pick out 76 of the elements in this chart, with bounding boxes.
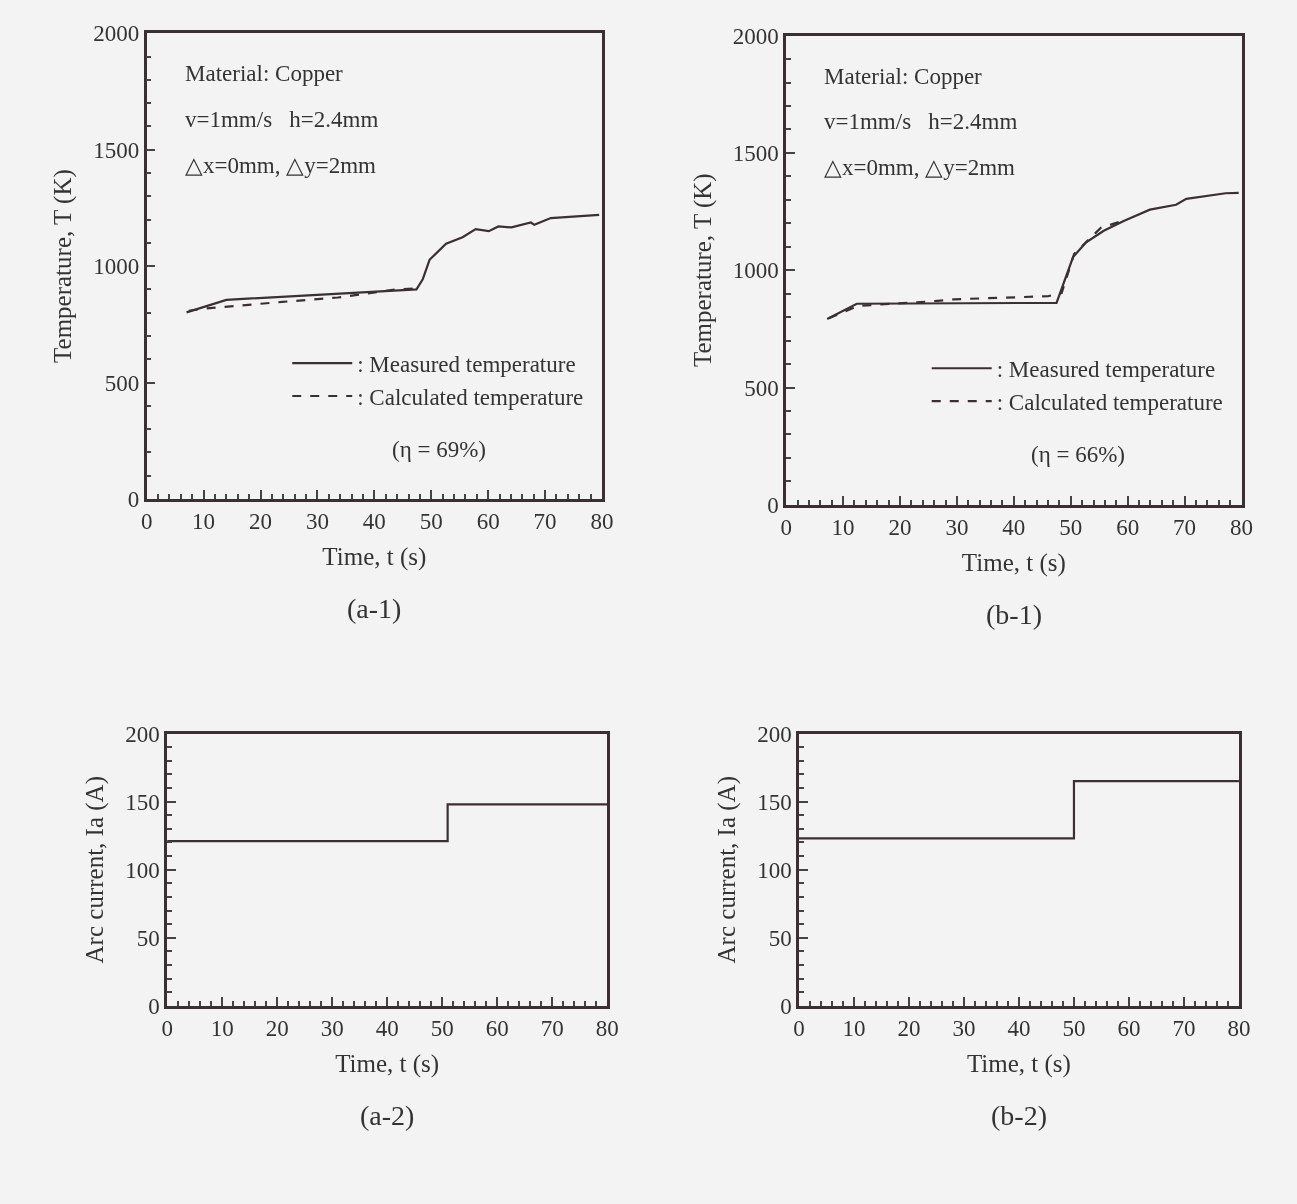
x-axis-title: Time, t (s) — [966, 1050, 1071, 1079]
x-tick-label: 20 — [265, 1016, 289, 1042]
annotation: Material: Copper — [185, 61, 344, 86]
annotation: Material: Copper — [824, 64, 983, 89]
x-tick-label: 70 — [533, 509, 557, 535]
y-tick-label: 1500 — [732, 140, 779, 166]
x-tick-label: 50 — [1062, 1016, 1086, 1042]
x-tick-label: 40 — [375, 1016, 399, 1042]
x-tick-label: 80 — [590, 509, 614, 535]
y-tick-label: 0 — [148, 993, 160, 1019]
y-tick-label: 0 — [780, 993, 792, 1019]
annotation: v=1mm/s h=2.4mm — [185, 107, 379, 132]
y-tick-label: 2000 — [732, 23, 779, 49]
y-tick-label: 100 — [125, 857, 160, 883]
y-tick-label: 100 — [757, 857, 792, 883]
annotation: v=1mm/s h=2.4mm — [824, 109, 1018, 134]
x-tick-label: 10 — [192, 509, 216, 535]
x-tick-label: 30 — [952, 1016, 976, 1042]
x-tick-label: 60 — [1117, 1016, 1141, 1042]
y-tick-label: 200 — [125, 721, 160, 747]
y-tick-label: 1000 — [93, 254, 140, 280]
annotation: (η = 66%) — [1031, 442, 1125, 467]
x-tick-label: 60 — [476, 509, 500, 535]
y-tick-label: 50 — [136, 925, 160, 951]
x-tick-label: 40 — [362, 509, 386, 535]
x-tick-label: 10 — [842, 1016, 866, 1042]
y-tick-label: 1500 — [93, 137, 140, 163]
text: (b-2) — [991, 1100, 1047, 1131]
y-axis-title: Arc current, Ia (A) — [81, 776, 110, 964]
x-tick-label: 80 — [1227, 1016, 1251, 1042]
x-tick-label: 60 — [485, 1016, 509, 1042]
x-tick-label: 80 — [1230, 515, 1254, 541]
legend-label: : Measured temperature — [996, 357, 1216, 383]
x-tick-label: 80 — [595, 1016, 619, 1042]
x-tick-label: 30 — [305, 509, 329, 535]
text: (b-1) — [986, 599, 1042, 630]
y-tick-label: 500 — [744, 375, 779, 401]
y-tick-label: 1000 — [732, 258, 779, 284]
x-tick-label: 20 — [897, 1016, 921, 1042]
x-tick-label: 40 — [1007, 1016, 1031, 1042]
y-axis-title: Temperature, T (K) — [49, 169, 78, 363]
y-axis-title: Temperature, T (K) — [688, 173, 717, 368]
x-tick-label: 20 — [888, 515, 912, 541]
y-tick-label: 50 — [768, 925, 792, 951]
x-axis-title: Time, t (s) — [335, 1050, 440, 1079]
x-tick-label: 70 — [540, 1016, 564, 1042]
annotation: △x=0mm, △y=2mm — [824, 155, 1016, 180]
annotation: △x=0mm, △y=2mm — [185, 153, 377, 178]
x-tick-label: 30 — [320, 1016, 344, 1042]
x-axis-title: Time, t (s) — [322, 543, 427, 572]
x-tick-label: 10 — [831, 515, 855, 541]
annotation: (η = 69%) — [392, 437, 486, 462]
y-tick-label: 500 — [104, 370, 140, 396]
legend-label: : Measured temperature — [357, 352, 576, 378]
x-tick-label: 60 — [1116, 515, 1140, 541]
x-tick-label: 70 — [1172, 1016, 1196, 1042]
x-tick-label: 30 — [945, 515, 969, 541]
x-tick-label: 50 — [430, 1016, 454, 1042]
x-tick-label: 70 — [1173, 515, 1197, 541]
y-tick-label: 200 — [757, 721, 792, 747]
y-axis-title: Arc current, Ia (A) — [712, 776, 741, 964]
x-tick-label: 20 — [249, 509, 273, 535]
y-tick-label: 150 — [757, 789, 792, 815]
y-tick-label: 150 — [125, 789, 160, 815]
x-axis-title: Time, t (s) — [961, 549, 1066, 578]
y-tick-label: 0 — [127, 486, 140, 512]
y-tick-label: 0 — [767, 492, 779, 518]
legend-label: : Calculated temperature — [357, 384, 584, 410]
legend-label: : Calculated temperature — [996, 390, 1223, 416]
x-tick-label: 40 — [1002, 515, 1026, 541]
text: (a-1) — [347, 593, 402, 624]
x-tick-label: 50 — [1059, 515, 1083, 541]
x-tick-label: 50 — [419, 509, 443, 535]
text: (a-2) — [360, 1100, 415, 1131]
y-tick-label: 2000 — [93, 21, 140, 47]
x-tick-label: 10 — [210, 1016, 234, 1042]
